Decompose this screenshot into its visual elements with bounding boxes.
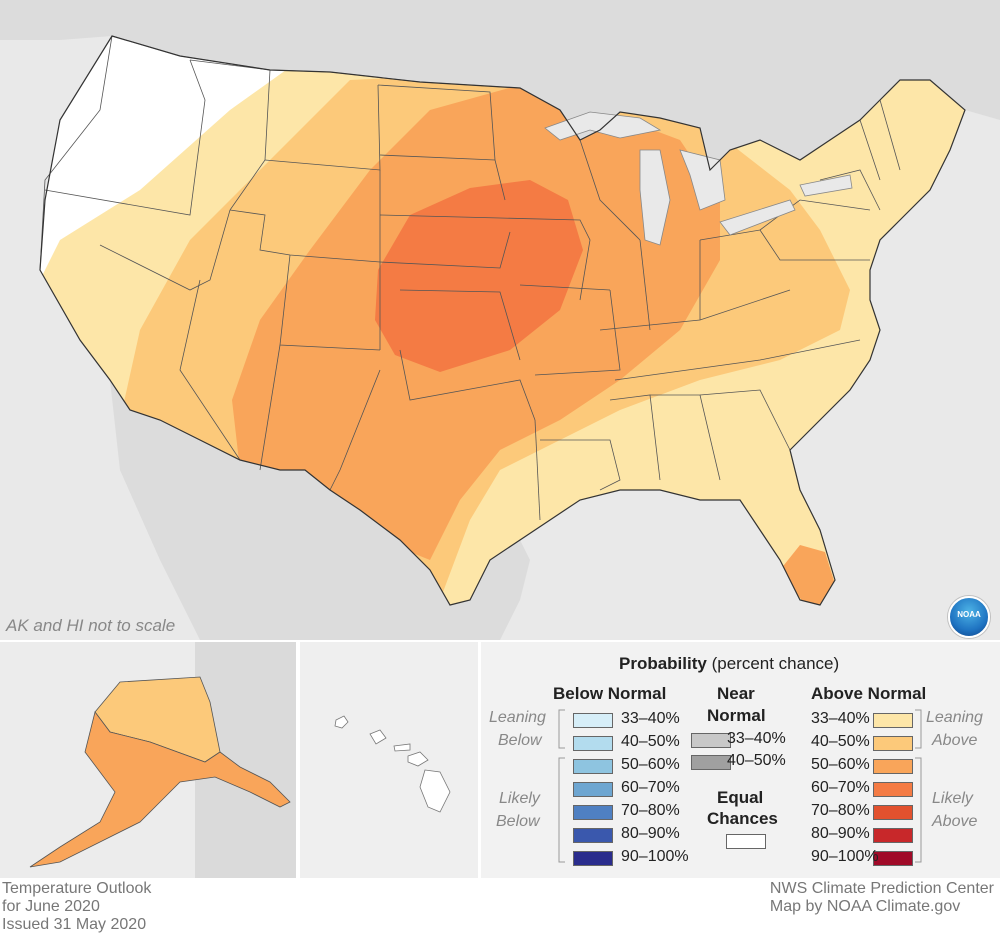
above-label-1: 40–50% bbox=[811, 733, 870, 750]
leaning-above-label-2: Above bbox=[932, 732, 978, 749]
lake-huron bbox=[679, 149, 726, 211]
above-label-6: 90–100% bbox=[811, 848, 879, 865]
conus-map: AK and HI not to scale NOAA bbox=[0, 0, 1000, 640]
equal-chances-heading-2: Chances bbox=[707, 809, 778, 828]
above-label-0: 33–40% bbox=[811, 710, 870, 727]
conus-outline bbox=[39, 35, 966, 606]
leaning-above-label-1: Leaning bbox=[926, 709, 983, 726]
noaa-logo-icon: NOAA bbox=[948, 596, 990, 638]
above-label-5: 80–90% bbox=[811, 825, 870, 842]
conus-map-svg bbox=[0, 0, 1000, 640]
alaska-map-svg bbox=[29, 642, 296, 878]
island-kauai bbox=[334, 715, 349, 729]
hawaii-map-svg bbox=[334, 715, 451, 813]
near-label-0: 33–40% bbox=[727, 730, 786, 747]
above-normal-heading: Above Normal bbox=[811, 684, 927, 703]
footer-left: Temperature Outlook for June 2020 Issued… bbox=[2, 880, 151, 934]
lake-michigan bbox=[639, 149, 671, 246]
below-swatch-3 bbox=[573, 782, 613, 797]
scale-note: AK and HI not to scale bbox=[6, 616, 176, 635]
below-normal-heading: Below Normal bbox=[553, 684, 667, 703]
near-label-1: 40–50% bbox=[727, 752, 786, 769]
footer-credit-cpc: NWS Climate Prediction Center bbox=[769, 880, 994, 897]
above-60-70-region bbox=[375, 180, 583, 372]
footer-issued: Issued 31 May 2020 bbox=[2, 916, 147, 933]
above-label-3: 60–70% bbox=[811, 779, 870, 796]
above-swatch-4 bbox=[873, 805, 913, 820]
below-swatch-2 bbox=[573, 759, 613, 774]
island-oahu bbox=[369, 729, 387, 745]
island-hawaii bbox=[419, 769, 451, 813]
footer-credit-map: Map by NOAA Climate.gov bbox=[769, 898, 961, 915]
above-50-60-florida-region bbox=[780, 545, 840, 605]
below-label-4: 70–80% bbox=[621, 802, 680, 819]
below-label-1: 40–50% bbox=[621, 733, 680, 750]
lake-ontario bbox=[799, 174, 853, 197]
footer-period: for June 2020 bbox=[2, 898, 100, 915]
above-swatch-5 bbox=[873, 828, 913, 843]
below-label-5: 80–90% bbox=[621, 825, 680, 842]
alaska-inset bbox=[0, 642, 296, 878]
near-normal-heading-1: Near bbox=[717, 684, 755, 703]
likely-below-label-2: Below bbox=[496, 813, 540, 830]
mexico-land bbox=[110, 380, 530, 640]
hawaii-inset bbox=[300, 642, 478, 878]
above-swatch-0 bbox=[873, 713, 913, 728]
near-normal-heading-2: Normal bbox=[707, 706, 766, 725]
above-swatch-6 bbox=[873, 851, 913, 866]
leaning-below-label-1: Leaning bbox=[489, 709, 546, 726]
below-swatch-4 bbox=[573, 805, 613, 820]
likely-above-label-1: Likely bbox=[932, 790, 973, 807]
great-lakes bbox=[544, 111, 853, 246]
leaning-below-label-2: Below bbox=[498, 732, 542, 749]
lake-erie bbox=[719, 199, 796, 236]
below-swatch-0 bbox=[573, 713, 613, 728]
island-maui bbox=[407, 751, 429, 767]
likely-below-label-1: Likely bbox=[499, 790, 540, 807]
below-swatch-1 bbox=[573, 736, 613, 751]
near-swatch-0 bbox=[691, 733, 731, 748]
legend: Probability (percent chance) Below Norma… bbox=[481, 642, 1000, 878]
below-label-2: 50–60% bbox=[621, 756, 680, 773]
above-swatch-3 bbox=[873, 782, 913, 797]
footer-right: NWS Climate Prediction Center Map by NOA… bbox=[770, 880, 994, 916]
legend-title-sub: (percent chance) bbox=[711, 654, 840, 673]
legend-title-row: Probability (percent chance) bbox=[619, 654, 839, 674]
legend-title: Probability bbox=[619, 654, 707, 673]
near-swatch-1 bbox=[691, 755, 731, 770]
below-label-6: 90–100% bbox=[621, 848, 689, 865]
island-molokai bbox=[393, 743, 411, 752]
below-swatch-6 bbox=[573, 851, 613, 866]
below-label-3: 60–70% bbox=[621, 779, 680, 796]
canada-land bbox=[0, 0, 1000, 170]
footer-title: Temperature Outlook bbox=[2, 880, 152, 897]
above-swatch-1 bbox=[873, 736, 913, 751]
equal-chances-swatch bbox=[726, 834, 766, 849]
below-label-0: 33–40% bbox=[621, 710, 680, 727]
above-swatch-2 bbox=[873, 759, 913, 774]
equal-chances-heading-1: Equal bbox=[717, 788, 764, 807]
below-swatch-5 bbox=[573, 828, 613, 843]
above-label-2: 50–60% bbox=[811, 756, 870, 773]
legend-brackets bbox=[558, 709, 922, 863]
lake-superior bbox=[544, 111, 662, 141]
likely-above-label-2: Above bbox=[932, 813, 978, 830]
alaska-above-50-60-region bbox=[29, 711, 291, 868]
above-label-4: 70–80% bbox=[811, 802, 870, 819]
